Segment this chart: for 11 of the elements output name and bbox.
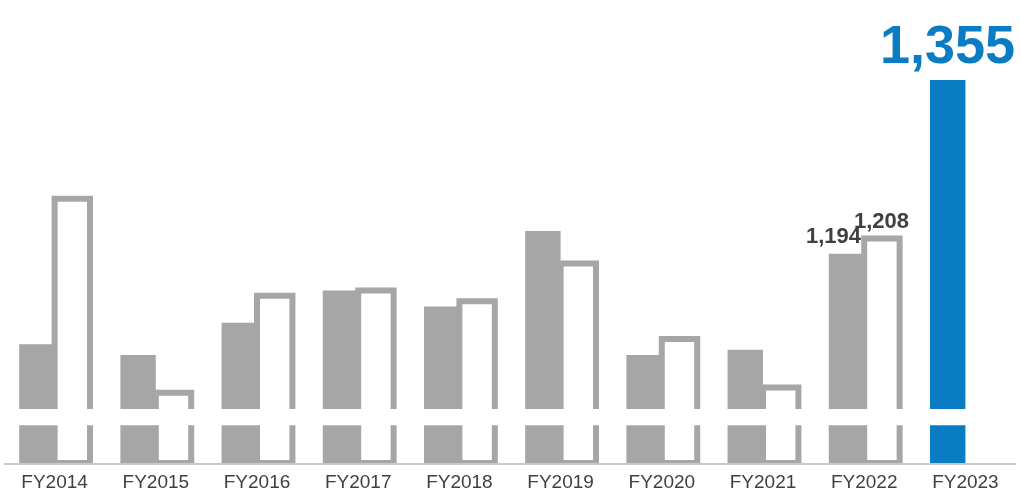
data-label: 1,355 [880, 14, 1016, 74]
x-tick-label: FY2019 [527, 470, 594, 492]
x-tick-label: FY2014 [21, 470, 89, 492]
x-tick-label: FY2020 [628, 470, 696, 492]
x-tick-label: FY2021 [729, 470, 797, 492]
x-tick-label: FY2015 [122, 470, 190, 492]
x-tick-label: FY2018 [426, 470, 493, 492]
x-tick-label: FY2022 [830, 470, 898, 492]
x-tick-label: FY2023 [932, 470, 999, 492]
x-tick-label: FY2016 [223, 470, 291, 492]
x-tick-label: FY2017 [324, 470, 392, 492]
